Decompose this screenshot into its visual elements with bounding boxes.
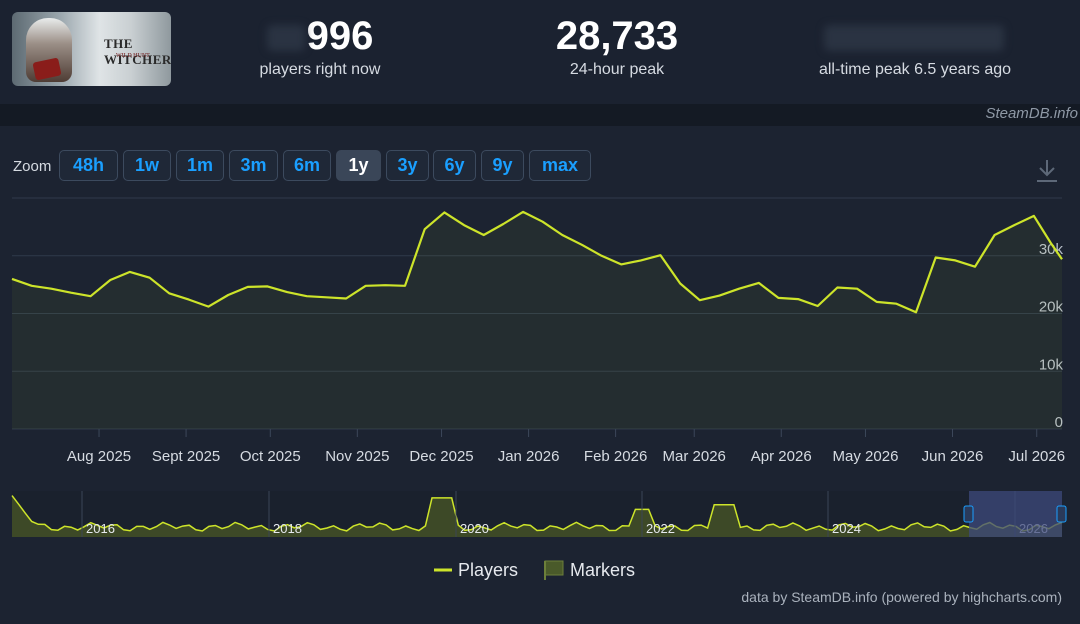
blurred-all-time-value <box>824 25 1004 52</box>
x-tick-label: Dec 2025 <box>409 448 473 465</box>
x-tick-label: Sept 2025 <box>152 448 220 465</box>
zoom-max-button[interactable]: max <box>529 150 591 181</box>
zoom-48h-button[interactable]: 48h <box>59 150 118 181</box>
players-now-label: players right now <box>259 61 381 78</box>
peak-24h-value: 28,733 <box>555 14 679 58</box>
zoom-1w-button[interactable]: 1w <box>123 150 171 181</box>
navigator-line <box>11 495 1063 532</box>
legend-item-markers[interactable]: Markers <box>543 558 635 582</box>
navigator-left-handle <box>963 505 974 523</box>
x-tick-label: Jul 2026 <box>1008 448 1065 465</box>
watermark: SteamDB.info <box>985 105 1078 122</box>
all-time-peak-stat: all-time peak 6.5 years ago <box>780 12 1050 80</box>
zoom-1y-button[interactable]: 1y <box>336 150 381 181</box>
navigator-selection <box>969 491 1062 537</box>
chart-panel <box>0 126 1080 624</box>
zoom-controls: Zoom 48h 1w 1m 3m 6m 1y 3y 6y 9y max <box>0 150 1080 182</box>
navigator-year-label: 2018 <box>273 521 302 536</box>
navigator-year-label: 2022 <box>646 521 675 536</box>
peak-24h-label: 24-hour peak <box>569 61 665 78</box>
x-tick-label: Oct 2025 <box>240 448 301 465</box>
y-tick-label: 10k <box>1039 356 1064 373</box>
navigator-year-label: 2024 <box>832 521 861 536</box>
download-icon[interactable] <box>1034 158 1060 184</box>
zoom-3y-button[interactable]: 3y <box>386 150 429 181</box>
legend-flag-icon <box>544 560 564 580</box>
y-tick-label: 0 <box>1055 414 1063 431</box>
chart-legend: Players Markers <box>0 558 1080 584</box>
y-tick-label: 20k <box>1039 299 1064 316</box>
zoom-3m-button[interactable]: 3m <box>229 150 278 181</box>
peak-24h-stat: 28,733 24-hour peak <box>520 12 714 80</box>
series-area <box>12 211 1062 429</box>
x-tick-label: Aug 2025 <box>67 448 131 465</box>
blurred-digits <box>266 25 305 52</box>
players-now-stat: 996 players right now <box>232 12 408 80</box>
legend-players-label: Players <box>458 560 519 580</box>
game-logo-title: THE WITCHER <box>104 36 171 67</box>
navigator-year-label: 2016 <box>86 521 115 536</box>
navigator-right-handle <box>1056 505 1067 523</box>
all-time-peak-label: all-time peak 6.5 years ago <box>818 61 1012 78</box>
x-tick-label: Nov 2025 <box>325 448 389 465</box>
legend-markers-label: Markers <box>570 560 636 580</box>
zoom-9y-button[interactable]: 9y <box>481 150 524 181</box>
zoom-label: Zoom <box>13 158 52 175</box>
zoom-6m-button[interactable]: 6m <box>283 150 331 181</box>
legend-line-icon <box>434 568 452 572</box>
x-tick-label: Jan 2026 <box>498 448 560 465</box>
players-series-line <box>11 210 1063 314</box>
game-cover-image[interactable]: THE WITCHER WILD HUNT <box>12 12 171 86</box>
x-tick-label: Feb 2026 <box>584 448 647 465</box>
zoom-1m-button[interactable]: 1m <box>176 150 224 181</box>
x-tick-label: Apr 2026 <box>751 448 812 465</box>
watermark-strip: SteamDB.info <box>0 104 1080 126</box>
x-tick-label: May 2026 <box>833 448 899 465</box>
zoom-6y-button[interactable]: 6y <box>433 150 476 181</box>
stats-bar: THE WITCHER WILD HUNT 996 players right … <box>0 0 1080 104</box>
legend-item-players[interactable]: Players <box>433 558 518 582</box>
navigator-year-label: 2020 <box>460 521 489 536</box>
chart-credits[interactable]: data by SteamDB.info (powered by highcha… <box>741 589 1062 605</box>
game-logo-subtitle: WILD HUNT <box>116 53 150 59</box>
x-tick-label: Jun 2026 <box>922 448 984 465</box>
players-now-value: 996 <box>306 14 374 58</box>
x-tick-label: Mar 2026 <box>663 448 726 465</box>
